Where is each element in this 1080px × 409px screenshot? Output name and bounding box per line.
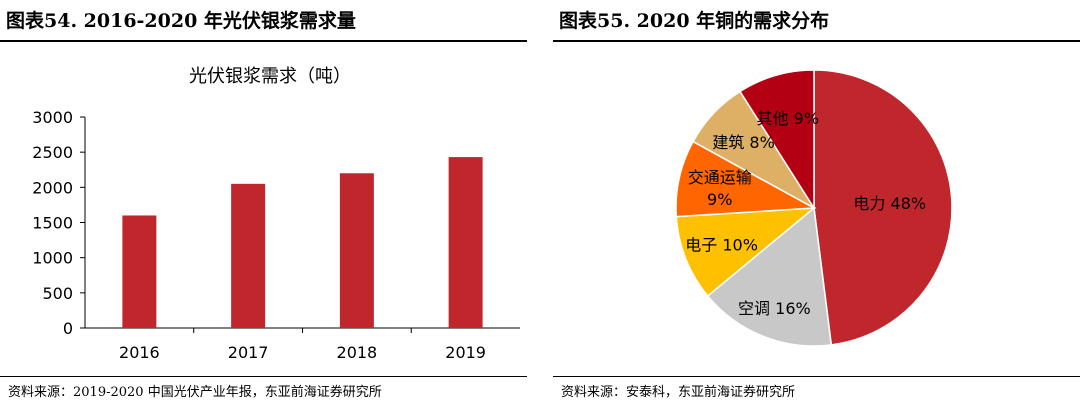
bar-2019 [448, 157, 483, 328]
title-rule [0, 40, 527, 42]
source-rule [553, 376, 1080, 377]
pie-label: 交通运输 [688, 168, 752, 187]
x-tick-label: 2017 [228, 343, 269, 362]
pie-label: 其他 9% [757, 109, 819, 128]
pie-slice-0 [813, 69, 953, 346]
pie-label: 电子 10% [685, 236, 758, 255]
figure-title: 图表55. 2020 年铜的需求分布 [559, 10, 830, 32]
bar-2016 [122, 215, 157, 328]
x-tick-label: 2016 [119, 343, 160, 362]
figure-title: 图表54. 2016-2020 年光伏银浆需求量 [6, 10, 356, 32]
y-tick-label: 1000 [32, 249, 73, 268]
pie-slice-1 [706, 206, 833, 347]
pie-slice-2 [675, 207, 817, 298]
bar-2017 [231, 183, 266, 328]
bar-2018 [339, 173, 374, 328]
pie-chart: 电力 48% 空调 16% 电子 10% 交通运输 9% 建筑 8% 其他 9% [675, 69, 953, 347]
x-tick-label: 2018 [337, 343, 378, 362]
y-tick-label: 2500 [32, 143, 73, 162]
y-tick-label: 0 [63, 319, 73, 338]
y-tick-label: 500 [42, 284, 73, 303]
pie-chart-panel: 图表55. 2020 年铜的需求分布 电力 48% 空调 16% 电子 10% 交通运… [553, 0, 1080, 409]
source-rule [0, 376, 527, 377]
chart-title: 光伏银浆需求（吨） [189, 66, 351, 87]
pie-label: 空调 16% [738, 299, 811, 318]
y-tick-label: 3000 [32, 108, 73, 127]
bar-chart: 光伏银浆需求（吨） 0 500 1000 1500 2000 2500 3000 2016 20… [32, 66, 520, 362]
x-tick-label: 2019 [445, 343, 486, 362]
title-rule [553, 40, 1080, 42]
bar-chart-panel: 图表54. 2016-2020 年光伏银浆需求量 光伏银浆需求（吨） 0 500 1… [0, 0, 527, 409]
pie-slice-5 [739, 69, 815, 211]
source-note: 资料来源：2019-2020 中国光伏产业年报，东亚前海证券研究所 [8, 385, 382, 400]
pie-label: 电力 48% [853, 194, 926, 213]
y-tick-label: 1500 [32, 214, 73, 233]
pie-label-percent: 9% [707, 190, 732, 209]
pie-label: 建筑 8% [712, 133, 774, 152]
y-tick-label: 2000 [32, 178, 73, 197]
source-note: 资料来源：安泰科，东亚前海证券研究所 [561, 385, 796, 400]
